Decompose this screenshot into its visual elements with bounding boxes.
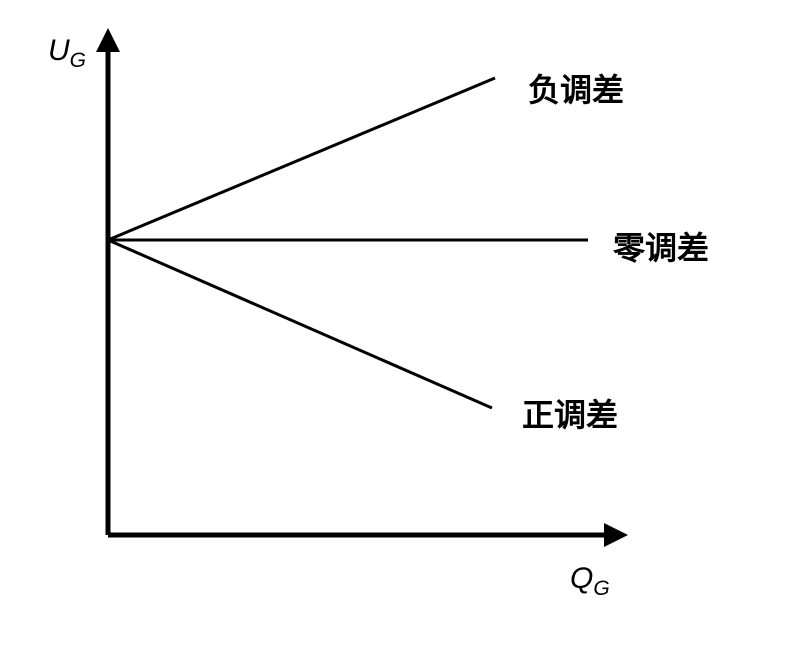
y-axis-arrow [96,28,120,52]
droop-chart: UG QG 负调差 零调差 正调差 [0,0,789,646]
y-axis-label-main: U [48,34,70,67]
negative-droop-label: 负调差 [528,65,624,111]
negative-droop-line [108,78,495,240]
x-axis-label-sub: G [593,577,609,600]
x-axis-label: QG [570,562,610,601]
chart-svg [0,0,789,646]
zero-droop-label: 零调差 [613,223,709,269]
y-axis-label-sub: G [70,49,86,72]
y-axis-label: UG [48,34,86,73]
x-axis-label-main: Q [570,562,593,595]
positive-droop-label: 正调差 [522,390,618,436]
x-axis-arrow [604,523,628,547]
positive-droop-line [108,240,492,408]
